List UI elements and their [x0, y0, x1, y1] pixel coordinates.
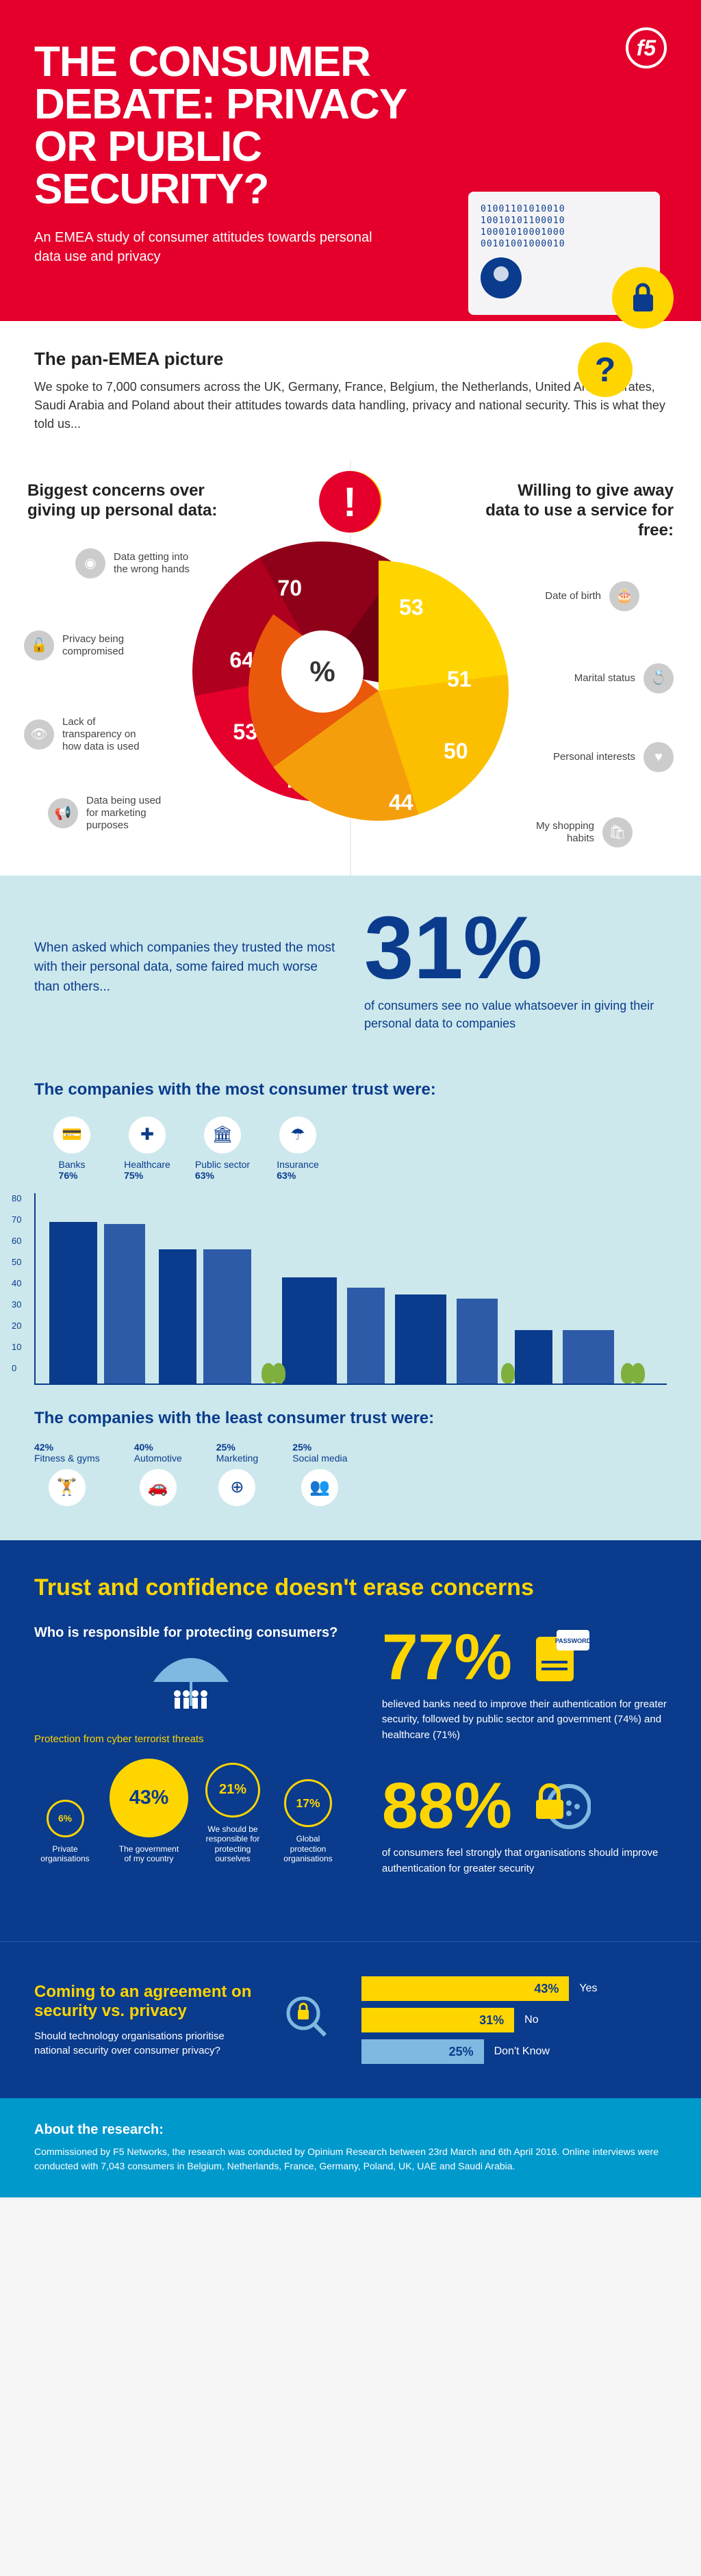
- navy-stat: 88%of consumers feel strongly that organ…: [382, 1774, 667, 1876]
- seg-lbl: Date of birth: [545, 590, 601, 602]
- stat-icon: PASSWORD: [529, 1627, 591, 1688]
- seg-lbl: Data getting into the wrong hands: [114, 551, 199, 576]
- agree-q: Should technology organisations prioriti…: [34, 2029, 252, 2058]
- cake-icon: 🎂: [609, 581, 639, 611]
- seg-lbl: My shopping habits: [509, 820, 594, 845]
- seg-val: 50: [444, 739, 468, 764]
- pie-center-label: %: [281, 630, 364, 713]
- bag-icon: 🛍: [602, 817, 633, 847]
- responsibility-circle: 6%Private organisations: [34, 1800, 96, 1864]
- responsibility-circle: 43%The government of my country: [110, 1759, 188, 1864]
- seg-val: 44: [389, 790, 413, 815]
- teal-num: 31%: [364, 903, 667, 992]
- binoculars-icon: 👁: [24, 719, 54, 750]
- trust-item: 🏛Public sector63%: [185, 1117, 260, 1181]
- trust-icon: 🏋: [49, 1469, 86, 1506]
- building: [159, 1249, 196, 1383]
- concerns-right-title: Willing to give away data to use a servi…: [482, 481, 674, 540]
- trust-icon: 👥: [301, 1469, 338, 1506]
- trust-icon: ⊕: [218, 1469, 255, 1506]
- teal-text: When asked which companies they trusted …: [34, 939, 337, 997]
- hero-title: THE CONSUMER DEBATE: PRIVACY OR PUBLIC S…: [34, 41, 445, 211]
- concerns-left: Biggest concerns over giving up personal…: [0, 461, 351, 876]
- trust-item: 💳Banks76%: [34, 1117, 110, 1181]
- building: [203, 1249, 251, 1383]
- trust-icon: 🚗: [140, 1469, 177, 1506]
- trust-item: 25%Social media👥: [292, 1442, 347, 1506]
- unlock-icon: 🔓: [24, 630, 54, 661]
- fingerprint-icon: ◉: [75, 548, 105, 578]
- seg-val: 53: [399, 595, 424, 620]
- who-sub: Protection from cyber terrorist threats: [34, 1733, 348, 1745]
- heart-icon: ♥: [643, 742, 674, 772]
- f5-logo: f5: [626, 27, 667, 68]
- building: [457, 1299, 498, 1383]
- question-icon: ?: [578, 342, 633, 397]
- navy-stat: 77%PASSWORDbelieved banks need to improv…: [382, 1625, 667, 1744]
- trust-item: 25%Marketing⊕: [216, 1442, 258, 1506]
- agree-section: Coming to an agreement on security vs. p…: [0, 1941, 701, 2098]
- seg-lbl: Marital status: [574, 672, 635, 685]
- svg-text:PASSWORD: PASSWORD: [555, 1637, 591, 1644]
- footer: About the research: Commissioned by F5 N…: [0, 2098, 701, 2197]
- intro-title: The pan-EMEA picture: [34, 348, 667, 370]
- city-least-title: The companies with the least consumer tr…: [34, 1409, 667, 1428]
- building: [515, 1330, 552, 1383]
- concerns-left-title: Biggest concerns over giving up personal…: [27, 481, 219, 521]
- seg-val: 51: [447, 667, 472, 692]
- city-chart: 80706050403020100: [34, 1193, 667, 1385]
- teal-section: When asked which companies they trusted …: [0, 876, 701, 1059]
- agree-bar-row: 25%Don't Know: [361, 2039, 667, 2064]
- teal-cap: of consumers see no value whatsoever in …: [364, 997, 667, 1032]
- trust-icon: ☂: [279, 1117, 316, 1153]
- seg-lbl: Data being used for marketing purposes: [86, 795, 171, 832]
- foot-title: About the research:: [34, 2122, 667, 2138]
- split-section: Biggest concerns over giving up personal…: [0, 461, 701, 876]
- city-most-title: The companies with the most consumer tru…: [34, 1080, 667, 1099]
- lock-icon: [612, 267, 674, 329]
- trust-item: ✚Healthcare75%: [110, 1117, 185, 1181]
- responsibility-circle: 17%Global protection organisations: [277, 1779, 339, 1863]
- hero: f5 THE CONSUMER DEBATE: PRIVACY OR PUBLI…: [0, 0, 701, 321]
- trust-item: 42%Fitness & gyms🏋: [34, 1442, 100, 1506]
- trust-icon: ✚: [129, 1117, 166, 1153]
- building: [282, 1277, 337, 1383]
- navy-section: Trust and confidence doesn't erase conce…: [0, 1540, 701, 1942]
- seg-lbl: Personal interests: [553, 751, 635, 763]
- responsibility-circle: 21%We should be responsible for protecti…: [202, 1763, 264, 1864]
- seg-lbl: Privacy being compromised: [62, 633, 147, 658]
- building: [347, 1288, 385, 1383]
- agree-title: Coming to an agreement on security vs. p…: [34, 1982, 252, 2021]
- city-section: The companies with the most consumer tru…: [0, 1060, 701, 1540]
- seg-lbl: Lack of transparency on how data is used: [62, 716, 147, 753]
- building: [563, 1330, 614, 1383]
- megaphone-icon: 📢: [48, 798, 78, 828]
- agree-bar-row: 31%No: [361, 2008, 667, 2032]
- agree-bar-row: 43%Yes: [361, 1976, 667, 2001]
- lock-search-icon: [279, 1993, 334, 2048]
- foot-body: Commissioned by F5 Networks, the researc…: [34, 2145, 667, 2173]
- navy-title: Trust and confidence doesn't erase conce…: [34, 1574, 667, 1601]
- stat-icon: [529, 1776, 591, 1837]
- trust-icon: 🏛: [204, 1117, 241, 1153]
- intro-body: We spoke to 7,000 consumers across the U…: [34, 378, 667, 433]
- exclaim-icon: !: [319, 471, 381, 533]
- building: [395, 1295, 446, 1383]
- building: [49, 1222, 97, 1383]
- trust-item: 40%Automotive🚗: [134, 1442, 182, 1506]
- who-title: Who is responsible for protecting consum…: [34, 1625, 348, 1641]
- building: [104, 1224, 145, 1383]
- rings-icon: 💍: [643, 663, 674, 693]
- hero-subtitle: An EMEA study of consumer attitudes towa…: [34, 228, 390, 266]
- trust-item: ☂Insurance63%: [260, 1117, 335, 1181]
- umbrella-icon: [34, 1651, 348, 1716]
- trust-icon: 💳: [53, 1117, 90, 1153]
- concerns-right: Willing to give away data to use a servi…: [351, 461, 701, 876]
